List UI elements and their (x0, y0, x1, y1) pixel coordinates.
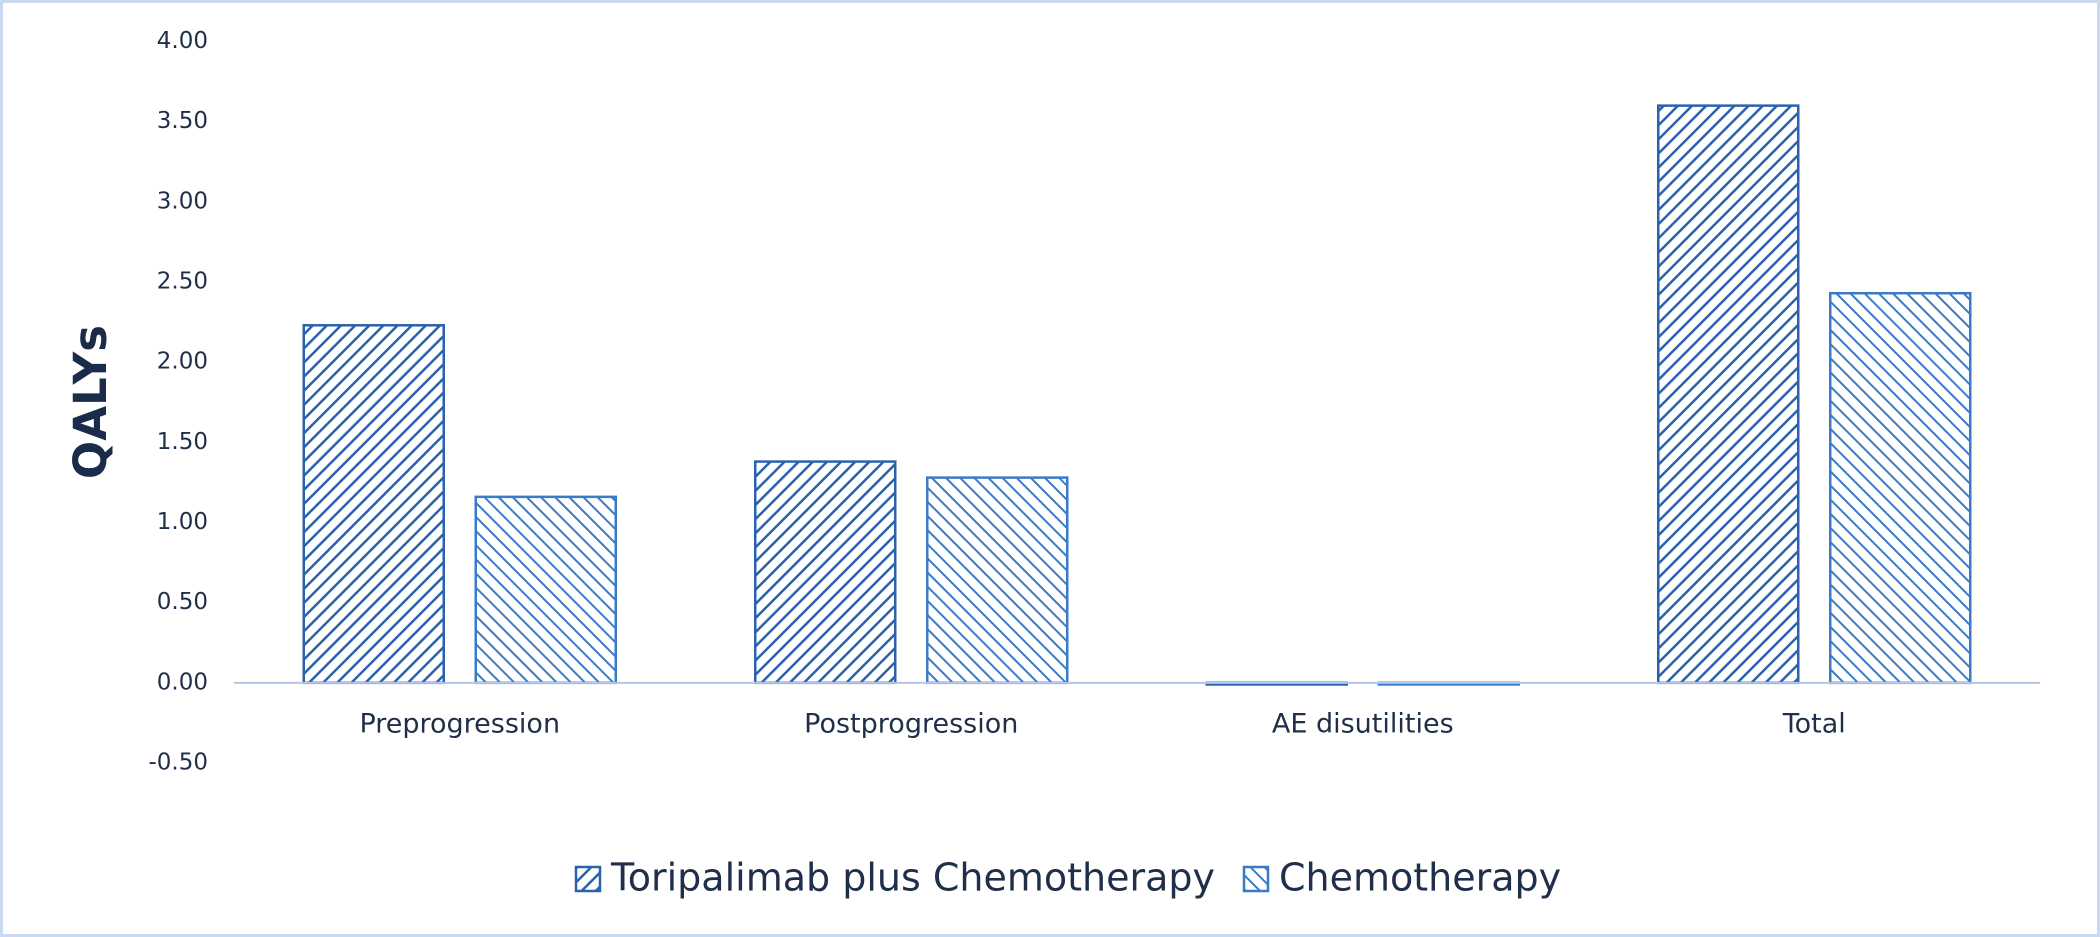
y-tick-label: 1.50 (157, 429, 208, 455)
bar (302, 324, 445, 685)
legend-swatch (574, 865, 602, 893)
x-tick-label: Preprogression (359, 709, 560, 740)
legend-label: Toripalimab plus Chemotherapy (610, 856, 1215, 900)
y-tick-label: 3.00 (157, 188, 208, 214)
legend-swatch (1242, 865, 1270, 893)
y-tick-label: 0.50 (157, 589, 208, 615)
y-tick-label: 4.00 (157, 28, 208, 54)
legend-label: Chemotherapy (1279, 856, 1561, 900)
y-tick-label: 3.50 (157, 108, 208, 134)
y-tick-label: 2.50 (157, 269, 208, 295)
y-tick-label: 2.00 (157, 349, 208, 375)
bar (474, 495, 617, 685)
x-tick-label: Total (1782, 709, 1846, 740)
x-tick-label: AE disutilities (1272, 709, 1454, 740)
bar (926, 476, 1069, 685)
bar (754, 460, 897, 685)
x-tick-label: Postprogression (804, 709, 1018, 740)
bar (1657, 104, 1800, 685)
bar (1829, 291, 1972, 685)
y-axis-title: QALYs (64, 325, 117, 479)
y-tick-label: -0.50 (148, 750, 208, 776)
y-tick-label: 0.00 (157, 669, 208, 695)
y-tick-label: 1.00 (157, 509, 208, 535)
